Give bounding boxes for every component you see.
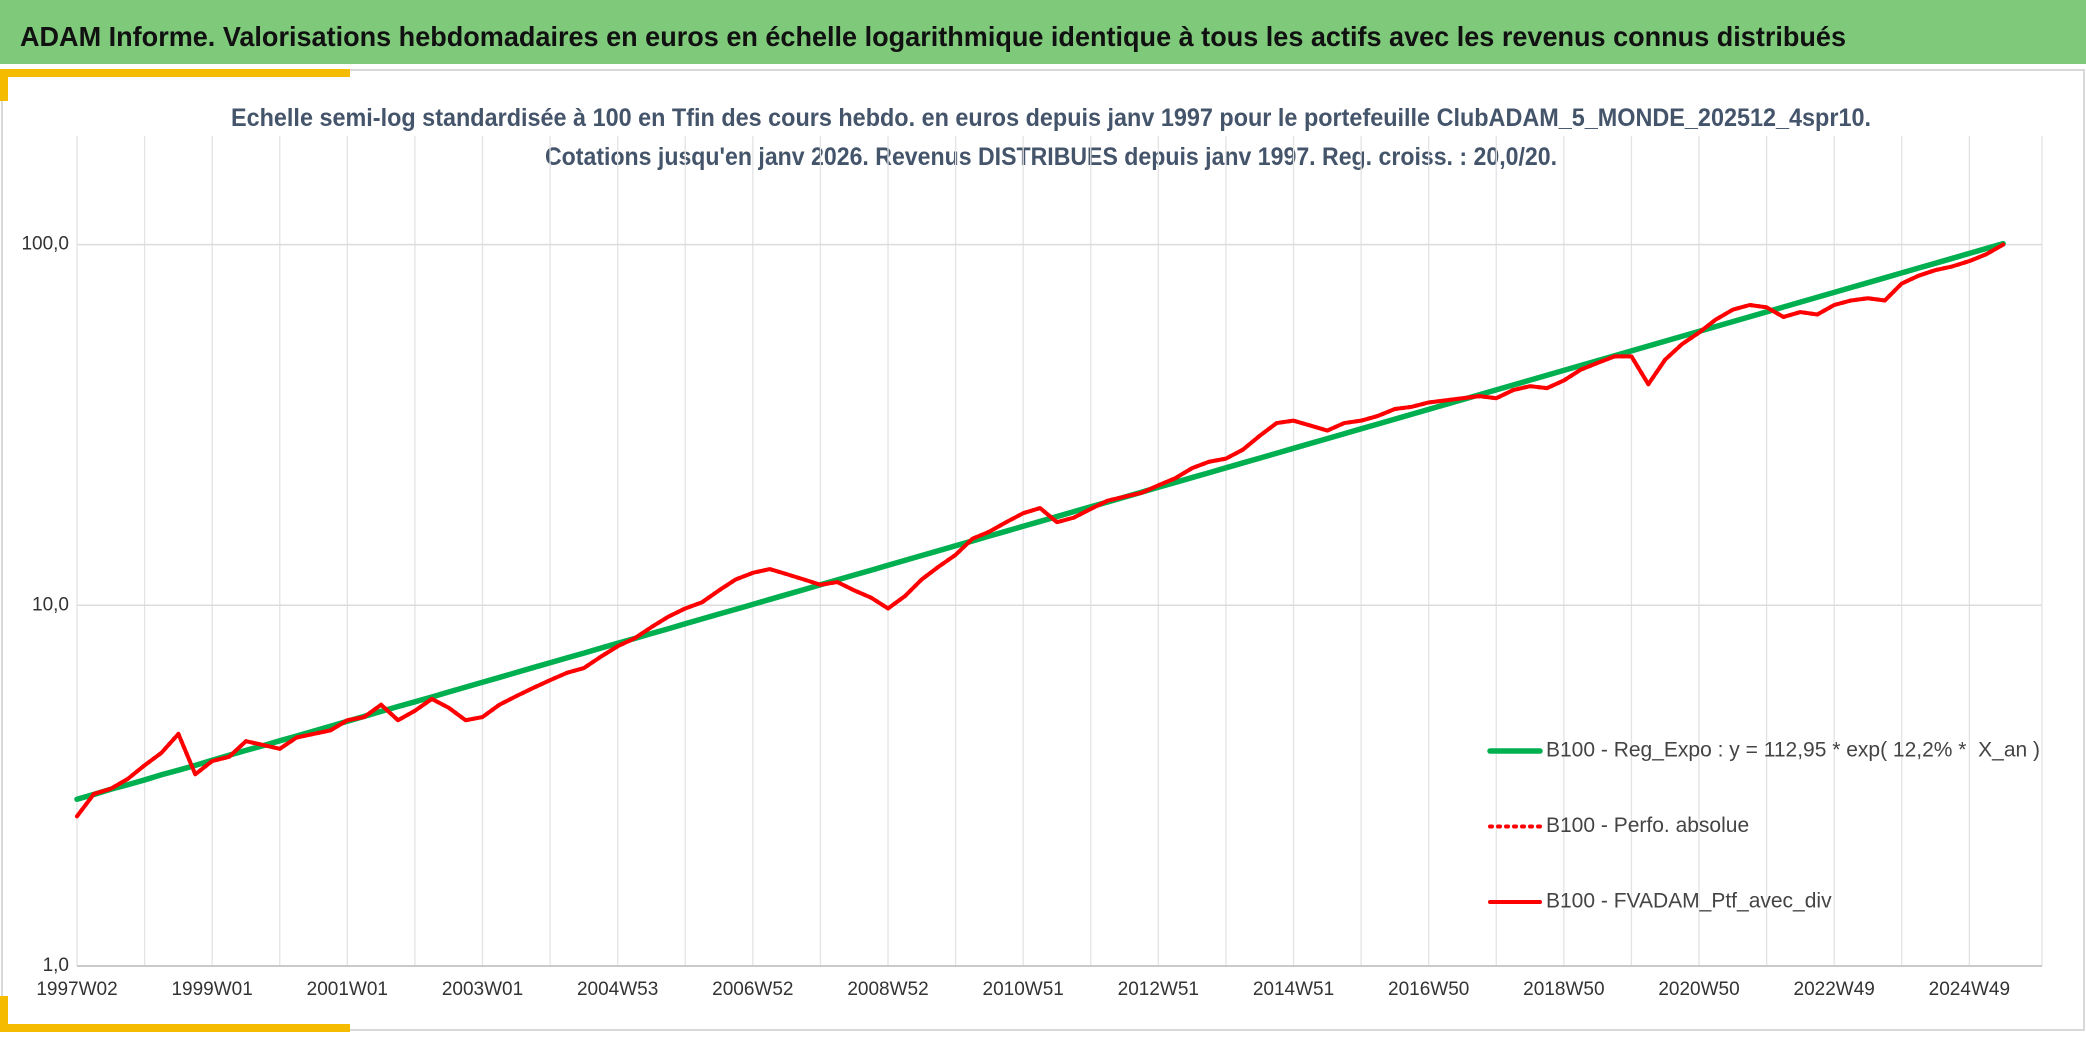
legend-label: B100 - Reg_Expo : y = 112,95 * exp( 12,2… xyxy=(1546,739,2040,762)
x-tick-label: 1997W02 xyxy=(36,979,117,1000)
x-tick-label: 2012W51 xyxy=(1118,979,1199,1000)
accent-top-side xyxy=(0,69,8,101)
x-tick-label: 2018W50 xyxy=(1523,979,1604,1000)
accent-bottom-side xyxy=(0,996,8,1032)
x-tick-label: 2003W01 xyxy=(442,979,523,1000)
accent-top xyxy=(0,69,350,77)
x-tick-label: 1999W01 xyxy=(171,979,252,1000)
x-tick-label: 2024W49 xyxy=(1929,979,2010,1000)
accent-bottom xyxy=(0,1024,350,1032)
chart-subtitle: Cotations jusqu'en janv 2026. Revenus DI… xyxy=(545,143,1557,171)
legend-label: B100 - Perfo. absolue xyxy=(1546,814,1749,837)
x-tick-label: 2001W01 xyxy=(307,979,388,1000)
x-tick-label: 2006W52 xyxy=(712,979,793,1000)
x-tick-label: 2008W52 xyxy=(847,979,928,1000)
x-tick-label: 2020W50 xyxy=(1658,979,1739,1000)
x-tick-label: 2004W53 xyxy=(577,979,658,1000)
y-tick-label: 10,0 xyxy=(32,594,69,615)
chart-subtitle: Echelle semi-log standardisée à 100 en T… xyxy=(231,104,1871,132)
header-title: ADAM Informe. Valorisations hebdomadaire… xyxy=(20,21,1846,52)
y-tick-label: 1,0 xyxy=(43,955,69,976)
legend-label: B100 - FVADAM_Ptf_avec_div xyxy=(1546,890,1832,913)
x-tick-label: 2022W49 xyxy=(1794,979,1875,1000)
header-band xyxy=(0,0,2086,64)
legend: B100 - Reg_Expo : y = 112,95 * exp( 12,2… xyxy=(1487,739,2040,913)
series-line xyxy=(74,240,2006,802)
x-tick-label: 2014W51 xyxy=(1253,979,1334,1000)
series-line xyxy=(75,242,2006,819)
x-tick-label: 2016W50 xyxy=(1388,979,1469,1000)
y-tick-label: 100,0 xyxy=(21,234,69,255)
chart-frame xyxy=(1,69,2085,1031)
x-tick-label: 2010W51 xyxy=(983,979,1064,1000)
